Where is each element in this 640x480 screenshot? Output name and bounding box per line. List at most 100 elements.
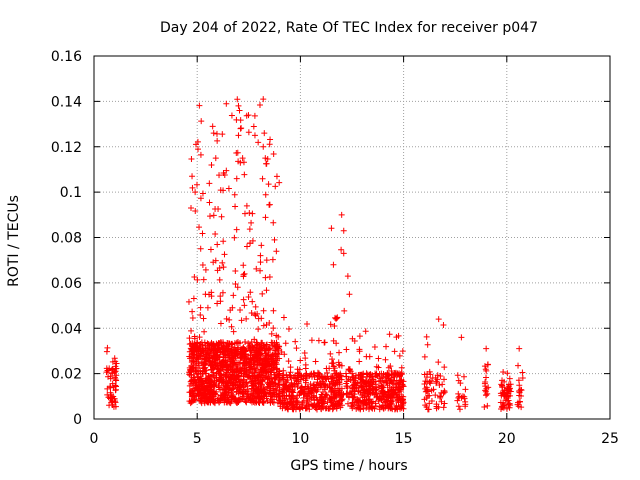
- data-point: [223, 374, 230, 381]
- data-point: [484, 402, 491, 409]
- data-point: [188, 378, 195, 385]
- data-point: [261, 393, 268, 400]
- data-point: [422, 402, 429, 409]
- data-point: [462, 386, 469, 393]
- data-point: [257, 378, 264, 385]
- data-point: [385, 391, 392, 398]
- data-point: [235, 132, 242, 139]
- data-point: [359, 394, 366, 401]
- data-point: [240, 377, 247, 384]
- data-point: [433, 378, 440, 385]
- data-point: [334, 400, 341, 407]
- data-point: [112, 368, 119, 375]
- data-point: [202, 266, 209, 273]
- data-point: [337, 372, 344, 379]
- data-point: [439, 381, 446, 388]
- data-point: [366, 396, 373, 403]
- data-point: [263, 257, 270, 264]
- data-point: [386, 331, 393, 338]
- data-point: [246, 226, 253, 233]
- data-point: [230, 292, 237, 299]
- data-point: [270, 360, 277, 367]
- data-point: [333, 315, 340, 322]
- data-point: [293, 345, 300, 352]
- data-point: [111, 355, 118, 362]
- data-point: [424, 341, 431, 348]
- data-point: [107, 384, 114, 391]
- data-point: [308, 401, 315, 408]
- data-point: [227, 362, 234, 369]
- data-point: [208, 293, 215, 300]
- data-point: [198, 388, 205, 395]
- data-point: [224, 396, 231, 403]
- data-point: [218, 362, 225, 369]
- data-point: [338, 246, 345, 253]
- data-point: [456, 406, 463, 413]
- data-point: [187, 345, 194, 352]
- data-point: [260, 322, 267, 329]
- data-point: [196, 376, 203, 383]
- data-point: [257, 267, 264, 274]
- data-point: [219, 259, 226, 266]
- data-point: [201, 362, 208, 369]
- data-point: [261, 374, 268, 381]
- data-point: [455, 403, 462, 410]
- data-point: [196, 102, 203, 109]
- data-point: [280, 314, 287, 321]
- data-point: [241, 396, 248, 403]
- data-point: [209, 358, 216, 365]
- data-point: [440, 321, 447, 328]
- data-point: [193, 370, 200, 377]
- data-point: [354, 380, 361, 387]
- data-point: [499, 383, 506, 390]
- data-point: [208, 161, 215, 168]
- grid-lines: [94, 56, 610, 419]
- data-point: [275, 343, 282, 350]
- data-point: [219, 339, 226, 346]
- data-point: [216, 357, 223, 364]
- data-point: [199, 364, 206, 371]
- data-point: [200, 346, 207, 353]
- data-point: [230, 328, 237, 335]
- data-point: [500, 391, 507, 398]
- data-point: [190, 364, 197, 371]
- data-point: [266, 201, 273, 208]
- data-point: [228, 323, 235, 330]
- data-point: [316, 402, 323, 409]
- data-point: [261, 130, 268, 137]
- data-point: [211, 363, 218, 370]
- data-point: [344, 400, 351, 407]
- data-point: [279, 374, 286, 381]
- data-point: [359, 384, 366, 391]
- data-point: [378, 370, 385, 377]
- data-point: [220, 170, 227, 177]
- data-point: [200, 392, 207, 399]
- data-point: [234, 284, 241, 291]
- data-point: [356, 358, 363, 365]
- data-point: [323, 376, 330, 383]
- data-point: [287, 364, 294, 371]
- data-point: [426, 368, 433, 375]
- data-point: [194, 138, 201, 145]
- data-point: [481, 404, 488, 411]
- data-point: [505, 401, 512, 408]
- data-point: [265, 356, 272, 363]
- data-point: [265, 181, 272, 188]
- data-point: [217, 298, 224, 305]
- data-point: [399, 397, 406, 404]
- data-point: [375, 355, 382, 362]
- data-point: [344, 273, 351, 280]
- data-point: [189, 173, 196, 180]
- data-point: [237, 306, 244, 313]
- data-point: [318, 399, 325, 406]
- data-point: [201, 385, 208, 392]
- data-point: [258, 242, 265, 249]
- data-point: [258, 368, 265, 375]
- data-point: [330, 405, 337, 412]
- data-point: [344, 383, 351, 390]
- data-point: [388, 398, 395, 405]
- data-point: [220, 348, 227, 355]
- data-point: [338, 362, 345, 369]
- data-point: [375, 398, 382, 405]
- data-point: [504, 370, 511, 377]
